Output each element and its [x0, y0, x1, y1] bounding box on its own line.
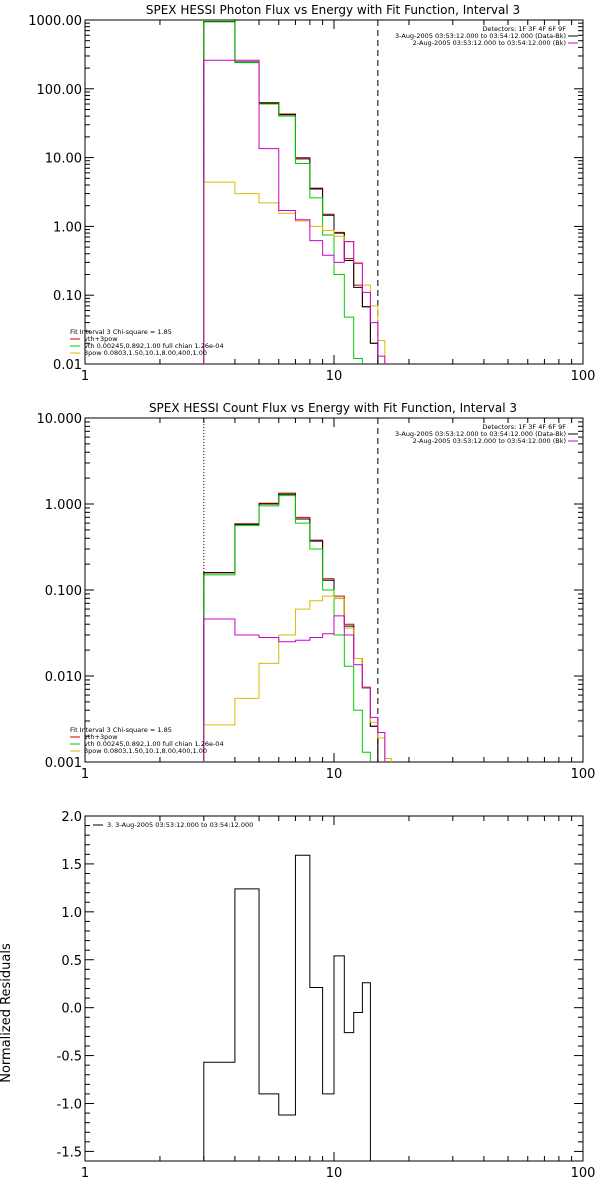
legend-entry: 3-Aug-2005 03:53:12.000 to 03:54:12.000 …	[395, 430, 566, 438]
x-tick-label: 1	[81, 767, 89, 782]
data-series	[203, 492, 386, 762]
y-tick-label: 1.000	[45, 498, 82, 513]
legend-entry: Detectors: 1F 3F 4F 6F 9F	[482, 25, 566, 33]
legend-entry: Fit Interval 3 Chi-square = 1.85	[70, 328, 172, 336]
y-tick-label: -1.5	[57, 1145, 82, 1160]
y-tick-label: 10.00	[45, 152, 82, 167]
bpow-series	[203, 595, 399, 762]
y-tick-label: -1.0	[57, 1098, 82, 1113]
y-axis-label: Normalized Residuals	[0, 943, 14, 1083]
legend-entry: 2-Aug-2005 03:53:12.000 to 03:54:12.000 …	[413, 437, 566, 445]
bk-series	[203, 615, 399, 762]
legend-entry: vth+3pow	[84, 335, 118, 343]
legend-entry: 3pow 0.0803,1.50,10.1,8.00,400,1.00	[84, 747, 207, 755]
bpow-series	[203, 181, 399, 364]
y-tick-label: 0.010	[45, 670, 82, 685]
panel-title: SPEX HESSI Count Flux vs Energy with Fit…	[149, 401, 517, 415]
data-series	[203, 21, 386, 364]
total-series	[203, 21, 386, 364]
panel-title: SPEX HESSI Photon Flux vs Energy with Fi…	[146, 3, 520, 17]
y-tick-label: 1.0	[61, 906, 82, 921]
bk-series	[203, 59, 399, 364]
photon-flux-panel: SPEX HESSI Photon Flux vs Energy with Fi…	[28, 3, 596, 384]
residuals-panel: Normalized Residuals 1 10 100 -1.5 -1.0 -0.5 0…	[0, 810, 595, 1181]
plot-area	[203, 854, 371, 1161]
legend-entry: 2-Aug-2005 03:53:12.000 to 03:54:12.000 …	[413, 39, 566, 47]
count-flux-panel: SPEX HESSI Count Flux vs Energy with Fit…	[37, 401, 596, 782]
legend-entry: 3-Aug-2005 03:53:12.000 to 03:54:12.000 …	[395, 32, 566, 40]
y-tick-label: 0.5	[61, 954, 82, 969]
legend-entry: 3. 3-Aug-2005 03:53:12.000 to 03:54:12.0…	[107, 821, 253, 829]
legend-entry: vth 0.00245,0.892,1.00 full chian 1.26e-…	[84, 342, 224, 350]
x-tick-label: 100	[571, 1166, 596, 1181]
y-tick-label: 0.0	[61, 1002, 82, 1017]
y-tick-label: 0.001	[45, 756, 82, 771]
vth-series	[203, 495, 386, 762]
x-tick-label: 10	[326, 1166, 343, 1181]
legend-entry: vth+3pow	[84, 733, 118, 741]
axes-frame	[84, 19, 584, 365]
x-tick-label: 100	[571, 767, 596, 782]
legend-entry: 3pow 0.0803,1.50,10.1,8.00,400,1.00	[84, 349, 207, 357]
residuals-series	[203, 854, 371, 1161]
y-tick-label: 10.000	[37, 412, 83, 427]
legend-entry: vth 0.00245,0.892,1.00 full chian 1.26e-…	[84, 740, 224, 748]
legend-entry: Detectors: 1F 3F 4F 6F 9F	[482, 423, 566, 431]
x-tick-label: 10	[326, 767, 343, 782]
y-tick-label: 2.0	[61, 810, 82, 825]
plot-area	[203, 20, 399, 364]
y-tick-label: 0.10	[53, 289, 82, 304]
plot-area	[203, 418, 399, 762]
legend-entry: Fit Interval 3 Chi-square = 1.85	[70, 726, 172, 734]
x-tick-label: 100	[571, 369, 596, 384]
y-tick-label: 100.00	[37, 83, 83, 98]
y-tick-label: 0.01	[53, 358, 82, 373]
y-tick-label: 0.100	[45, 584, 82, 599]
y-tick-label: 1000.00	[28, 14, 82, 29]
x-tick-label: 10	[326, 369, 343, 384]
x-tick-label: 1	[81, 369, 89, 384]
y-tick-label: 1.5	[61, 858, 82, 873]
x-tick-label: 1	[81, 1166, 89, 1181]
y-tick-label: 1.00	[53, 220, 82, 235]
y-tick-label: -0.5	[57, 1050, 82, 1065]
